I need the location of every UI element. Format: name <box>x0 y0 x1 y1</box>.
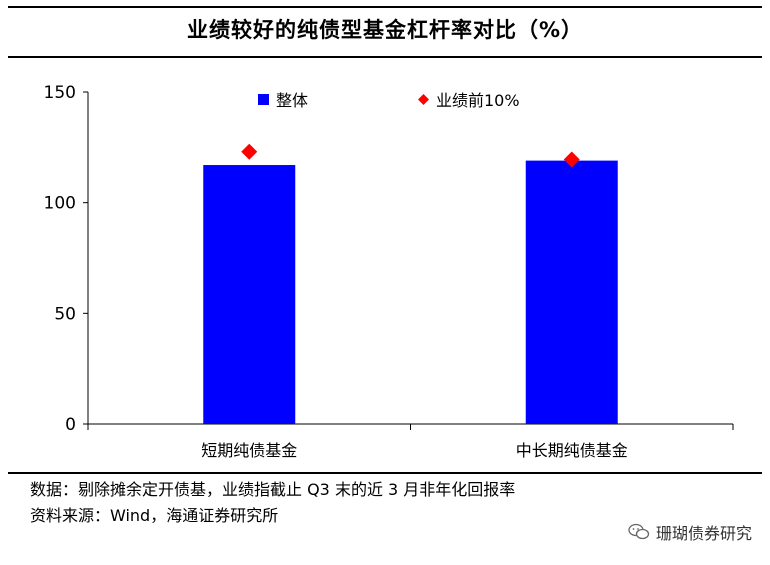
top-rule <box>8 0 762 8</box>
y-tick-label: 100 <box>44 194 76 214</box>
y-tick-label: 50 <box>54 304 76 324</box>
legend-label: 整体 <box>276 91 308 110</box>
legend-swatch-bar <box>258 94 269 105</box>
y-tick-label: 0 <box>65 415 76 435</box>
watermark-text: 珊瑚债券研究 <box>655 524 752 543</box>
legend-swatch-marker <box>418 94 429 105</box>
y-tick-label: 150 <box>44 83 76 103</box>
source-note: 资料来源：Wind，海通证券研究所 <box>30 506 279 525</box>
x-category-label: 短期纯债基金 <box>201 441 297 460</box>
chart-title: 业绩较好的纯债型基金杠杆率对比（%） <box>186 18 584 42</box>
data-note: 数据：剔除摊余定开债基，业绩指截止 Q3 末的近 3 月非年化回报率 <box>30 480 516 499</box>
x-category-label: 中长期纯债基金 <box>516 441 628 460</box>
bar <box>525 160 618 424</box>
bar <box>203 165 296 424</box>
bottom-rule <box>8 472 762 474</box>
diamond-marker <box>563 151 580 168</box>
watermark: 珊瑚债券研究 <box>628 520 752 544</box>
title-rule <box>8 56 762 58</box>
bar-chart: 0 50 100 150 短期纯债基金 中长期纯债基金 整体 业绩前10% <box>44 83 734 460</box>
legend-label: 业绩前10% <box>436 91 520 110</box>
wechat-icon <box>628 523 650 540</box>
diamond-marker <box>241 143 258 160</box>
